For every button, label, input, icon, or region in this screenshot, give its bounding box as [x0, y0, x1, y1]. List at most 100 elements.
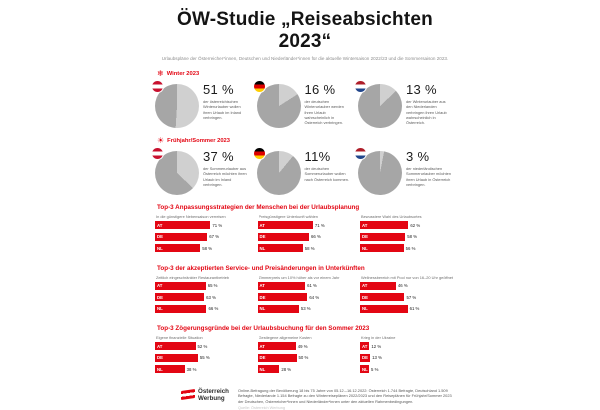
pie-wrap: [257, 84, 301, 128]
bar-value-label: 66 %: [311, 234, 321, 239]
page-title: ÖW-Studie „Reiseabsichten 2023“: [155, 9, 455, 53]
bar-country-label: NL: [362, 246, 368, 251]
bar-value-label: 58 %: [305, 246, 315, 251]
bar-value-label: 66 %: [208, 306, 218, 311]
austria-flag-logo-icon: [181, 389, 195, 400]
bar: AT: [258, 282, 306, 290]
pie-text: 16 % der deutschen Winterurlauber werden…: [305, 82, 351, 128]
infographic-poster: ÖW-Studie „Reiseabsichten 2023“ Urlaubsp…: [155, 0, 455, 410]
bar-value-label: 56 %: [406, 246, 416, 251]
germany-flag-icon: [254, 148, 265, 159]
snowflake-icon: ❄: [157, 70, 164, 78]
footer: Österreich Werbung Online-Befragung der …: [155, 388, 455, 410]
bar-row: AT 46 %: [360, 282, 455, 290]
bar-row: DE 58 %: [360, 233, 455, 241]
austria-flag-icon: [152, 148, 163, 159]
bar-country-label: AT: [260, 283, 265, 288]
bar-groups: Zeitlich eingeschränkter Restaurantbetri…: [155, 275, 455, 317]
bar: AT: [258, 221, 313, 229]
bar-value-label: 63 %: [206, 295, 216, 300]
bar-country-label: AT: [157, 223, 162, 228]
bar: NL: [258, 244, 303, 252]
percentage-description: der deutschen Sommerurlauber wollen nach…: [305, 166, 351, 182]
bar-value-label: 55 %: [200, 355, 210, 360]
bar-group: Wellnessbereich mit Pool nur von 16–20 U…: [360, 275, 455, 317]
bar-row: NL 56 %: [360, 244, 455, 252]
footer-text-block: Online-Befragung der Bevölkerung 18 bis …: [238, 388, 455, 410]
season-header-winter: ❄ Winter 2023: [157, 70, 455, 78]
netherlands-flag-icon: [355, 81, 366, 92]
bar-row: DE 66 %: [258, 233, 353, 241]
bar-value-label: 58 %: [407, 234, 417, 239]
bar-value-label: 46 %: [398, 283, 408, 288]
bar-value-label: 62 %: [410, 223, 420, 228]
bar-section-heading: Top-3 der akzeptierten Service- und Prei…: [157, 265, 455, 272]
bar: AT: [360, 342, 369, 350]
percentage-description: der Sommerurlauber aus Österreich möchte…: [203, 166, 249, 187]
bar-section-zoegerungsgruende: Top-3 Zögerungsgründe bei der Urlaubsbuc…: [155, 325, 455, 377]
bar-value-label: 49 %: [298, 344, 308, 349]
bar-country-label: NL: [260, 246, 266, 251]
bar-section-heading: Top-3 Zögerungsgründe bei der Urlaubsbuc…: [157, 325, 455, 332]
bar-country-label: AT: [362, 283, 367, 288]
pie-row-winter: 51 % der österreichischen Winterurlauber…: [155, 82, 455, 128]
bar-row: NL 58 %: [258, 244, 353, 252]
bar-section-heading: Top-3 Anpassungsstrategien der Menschen …: [157, 204, 455, 211]
bar-country-label: NL: [362, 367, 368, 372]
bar: NL: [155, 365, 185, 373]
pie-item-winter-at: 51 % der österreichischen Winterurlauber…: [155, 82, 252, 128]
pie-wrap: [155, 84, 199, 128]
bar-group-label: Zeitlich eingeschränkter Restaurantbetri…: [156, 275, 250, 280]
percentage-description: der niederländischen Sommerurlauber möch…: [406, 166, 452, 187]
percentage-description: der österreichischen Winterurlauber woll…: [203, 99, 249, 120]
pie-text: 3 % der niederländischen Sommerurlauber …: [406, 149, 452, 195]
bar: AT: [155, 282, 206, 290]
pie-text: 37 % der Sommerurlauber aus Österreich m…: [203, 149, 249, 195]
bar: AT: [360, 282, 396, 290]
pie-item-summer-nl: 3 % der niederländischen Sommerurlauber …: [358, 149, 455, 195]
bar-country-label: AT: [362, 344, 367, 349]
pie-chart: [155, 84, 199, 128]
bar-group-label: Wellnessbereich mit Pool nur von 16–20 U…: [361, 275, 455, 280]
logo-line2: Werbung: [198, 395, 229, 402]
pie-wrap: [358, 151, 402, 195]
bar-country-label: DE: [362, 234, 368, 239]
pie-wrap: [257, 151, 301, 195]
bar-group: Zimmerpreis um 10% höher als vor einem J…: [258, 275, 353, 317]
bar: AT: [155, 221, 210, 229]
bar-country-label: NL: [260, 367, 266, 372]
bar: AT: [155, 342, 196, 350]
bar-country-label: DE: [157, 234, 163, 239]
pie-wrap: [155, 151, 199, 195]
bar: AT: [360, 221, 408, 229]
pie-item-winter-nl: 13 % der Winterurlauber aus den Niederla…: [358, 82, 455, 128]
bar-country-label: AT: [157, 283, 162, 288]
bar-section-anpassungsstrategien: Top-3 Anpassungsstrategien der Menschen …: [155, 204, 455, 256]
bar-section-serviceaenderungen: Top-3 der akzeptierten Service- und Prei…: [155, 265, 455, 317]
bar-group-label: Zimmerpreis um 10% höher als vor einem J…: [259, 275, 353, 280]
bar-group-label: Eigene finanzielle Situation: [156, 335, 250, 340]
bar-country-label: DE: [260, 295, 266, 300]
percentage-description: der deutschen Winterurlauber werden ihre…: [305, 99, 351, 125]
bar: DE: [155, 293, 204, 301]
bar-country-label: DE: [260, 234, 266, 239]
percentage-value: 13 %: [406, 82, 452, 97]
source-credit: Quelle: Österreich Werbung: [238, 406, 455, 410]
bar-value-label: 67 %: [209, 234, 219, 239]
bar-country-label: DE: [157, 355, 163, 360]
netherlands-flag-icon: [355, 148, 366, 159]
percentage-value: 37 %: [203, 149, 249, 164]
